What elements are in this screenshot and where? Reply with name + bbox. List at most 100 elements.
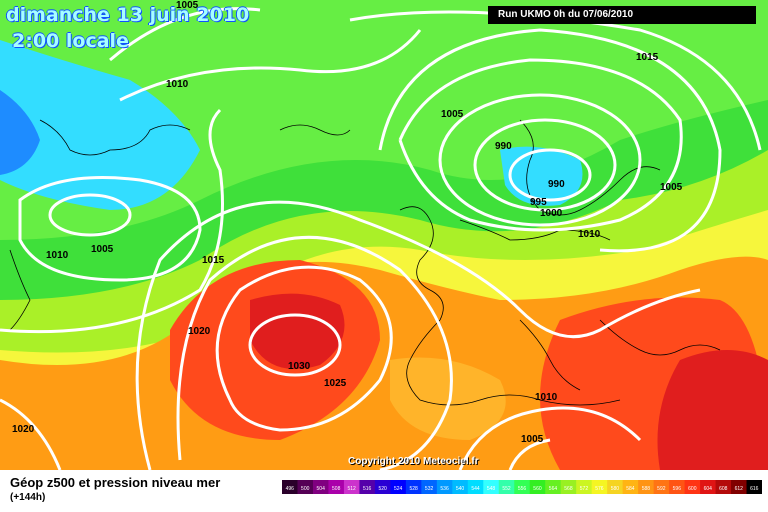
forecast-date: dimanche 13 juin 2010 — [6, 4, 250, 26]
isobar-label: 1015 — [202, 255, 225, 266]
scale-tick-label: 600 — [688, 486, 697, 492]
isobar-1010-med — [458, 406, 642, 470]
scale-swatch — [436, 480, 453, 494]
isobar-1005-top — [109, 7, 261, 62]
scale-tick-label: 512 — [348, 486, 357, 492]
scale-swatch — [374, 480, 391, 494]
scale-swatch — [653, 480, 670, 494]
isobar-1010-west — [18, 176, 202, 282]
scale-swatch — [560, 480, 577, 494]
scale-swatch — [700, 480, 717, 494]
field-green-light — [0, 0, 768, 240]
scale-tick-label: 604 — [704, 486, 713, 492]
isobar-label: 1020 — [188, 326, 211, 337]
scale-tick-label: 556 — [518, 486, 527, 492]
scale-swatch — [715, 480, 732, 494]
scale-tick-label: 524 — [394, 486, 403, 492]
isobar-label: 1000 — [540, 208, 563, 219]
scale-tick-label: 572 — [580, 486, 589, 492]
scale-swatch — [282, 480, 298, 494]
isobar-low-995 — [473, 118, 617, 212]
scale-swatch — [328, 480, 345, 494]
scale-tick-label: 516 — [363, 486, 372, 492]
isobar-1010-east — [378, 28, 722, 253]
scale-tick-label: 580 — [611, 486, 620, 492]
isobar-1010-nw — [119, 29, 422, 102]
coastlines — [9, 119, 721, 406]
scale-tick-label: 588 — [642, 486, 651, 492]
scale-swatch — [545, 480, 562, 494]
isobar-1020-sw — [0, 398, 62, 470]
scale-tick-label: 544 — [471, 486, 480, 492]
isobar-1005-sahara — [508, 438, 551, 470]
scale-tick-label: 508 — [332, 486, 341, 492]
scale-swatch — [498, 480, 515, 494]
field-orange-med — [390, 357, 506, 440]
scale-tick-label: 536 — [440, 486, 449, 492]
isobar-label: 1020 — [12, 424, 35, 435]
isobar-label: 995 — [530, 197, 547, 208]
scale-tick-label: 584 — [626, 486, 635, 492]
isobar-1015-ne — [349, 10, 762, 151]
isobar-label: 990 — [548, 179, 565, 190]
scale-swatch — [312, 480, 329, 494]
isobar-1020 — [176, 235, 453, 470]
scale-swatch — [607, 480, 624, 494]
scale-tick-label: 496 — [286, 486, 295, 492]
isobar-label: 1005 — [176, 0, 199, 11]
scale-swatch — [669, 480, 686, 494]
isobar-labels: 1005 1010 1005 990 990 995 1000 1010 101… — [12, 0, 683, 445]
scale-swatch — [684, 480, 701, 494]
isobar-1015-mid — [0, 108, 224, 334]
scale-swatch — [421, 480, 438, 494]
scale-tick-label: 528 — [409, 486, 418, 492]
isobar-1005-west — [48, 193, 132, 237]
isobar-label: 1010 — [578, 229, 601, 240]
scale-swatch — [591, 480, 608, 494]
isobar-label: 1010 — [166, 79, 189, 90]
isobar-label: 1010 — [46, 250, 69, 261]
scale-swatch — [622, 480, 639, 494]
scale-swatch — [514, 480, 531, 494]
isobar-1030 — [248, 313, 342, 377]
scale-swatch — [731, 480, 748, 494]
isobar-1015-south — [135, 200, 701, 470]
isobar-label: 1025 — [324, 378, 347, 389]
scale-swatch — [638, 480, 655, 494]
scale-swatch — [405, 480, 422, 494]
scale-tick-label: 616 — [750, 486, 759, 492]
isobar-label: 1005 — [91, 244, 114, 255]
isobar-1005-north — [398, 58, 683, 232]
isobar-label: 1030 — [288, 361, 311, 372]
scale-tick-label: 520 — [378, 486, 387, 492]
variable-title: Géop z500 et pression niveau mer — [10, 475, 221, 490]
isobar-label: 990 — [495, 141, 512, 152]
copyright: Copyright 2010 Meteociel.fr — [348, 456, 479, 467]
scale-swatch — [297, 480, 314, 494]
scale-tick-label: 596 — [673, 486, 682, 492]
isobar-label: 1010 — [535, 392, 558, 403]
scale-tick-label: 560 — [533, 486, 542, 492]
scale-swatch — [467, 480, 484, 494]
scale-swatch — [576, 480, 593, 494]
isobar-label: 1015 — [636, 52, 659, 63]
scale-tick-label: 532 — [425, 486, 434, 492]
scale-swatch — [390, 480, 407, 494]
scale-tick-label: 576 — [595, 486, 604, 492]
scale-tick-label: 548 — [487, 486, 496, 492]
isobar-label: 1005 — [441, 109, 464, 120]
field-blue — [0, 90, 40, 175]
scale-tick-label: 564 — [549, 486, 558, 492]
isobar-1025 — [215, 265, 393, 432]
weather-map: 1005 1010 1005 990 990 995 1000 1010 101… — [0, 0, 768, 470]
color-scale: 496 500 504 508 512 516 520 524 528 532 536 540 544 5… — [282, 480, 762, 494]
field-darkred — [250, 293, 345, 370]
scale-tick-label: 592 — [657, 486, 666, 492]
isobar-low-1000 — [438, 93, 642, 227]
scale-tick-label: 608 — [719, 486, 728, 492]
scale-tick-label: 612 — [735, 486, 744, 492]
scale-swatch — [359, 480, 376, 494]
scale-tick-label: 552 — [502, 486, 511, 492]
scale-tick-label: 504 — [317, 486, 326, 492]
model-run-label: Run UKMO 0h du 07/06/2010 — [488, 6, 756, 24]
